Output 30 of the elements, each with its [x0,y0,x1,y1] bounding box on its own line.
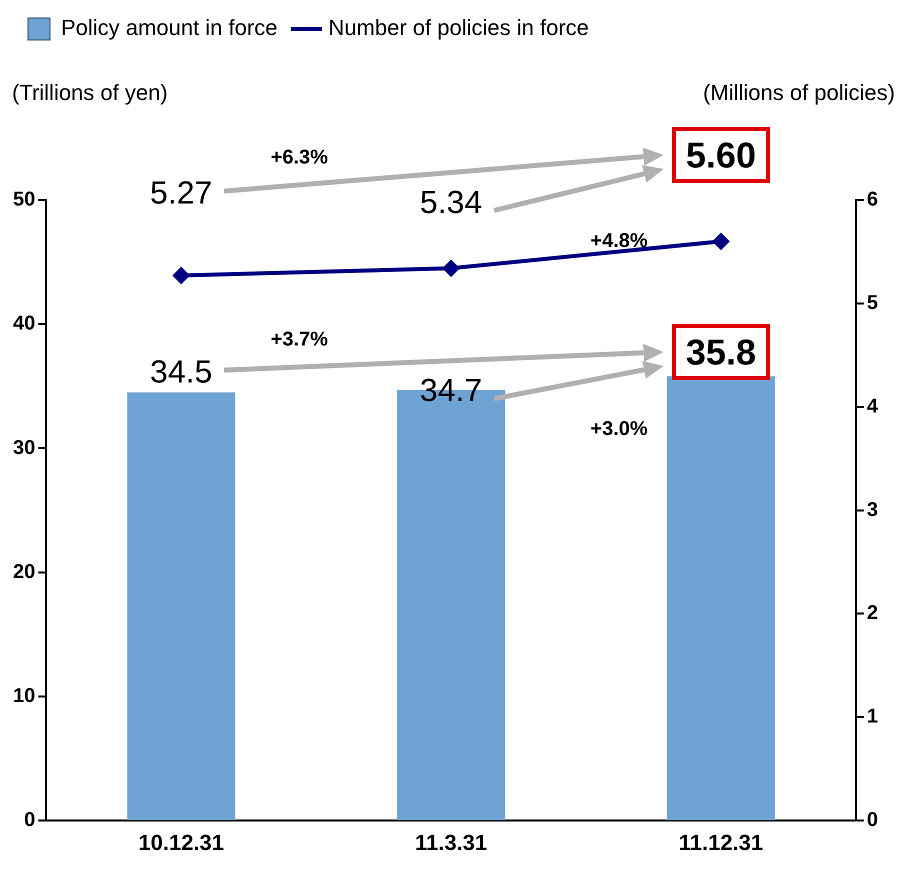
x-tick-label: 10.12.31 [138,830,224,855]
legend-label: Number of policies in force [328,15,589,40]
bar [127,392,236,820]
legend-label: Policy amount in force [61,15,278,40]
data-label: 5.60 [686,134,756,176]
y-tick-label: 20 [12,560,36,583]
data-label: 5.34 [420,184,482,220]
y2-tick-label: 6 [866,188,878,211]
data-label: 5.27 [150,174,212,211]
y2-tick-label: 4 [866,395,879,418]
y2-tick-label: 3 [866,498,878,521]
x-tick-label: 11.12.31 [678,830,764,855]
y2-tick-label: 2 [866,602,878,624]
data-label: 35.8 [686,331,756,372]
annotation: +4.8% [590,230,648,252]
y-tick-label: 0 [24,809,36,832]
annotation: +3.0% [590,418,648,440]
y-tick-label: 10 [12,684,36,707]
y2-axis-title: (Millions of policies) [703,80,895,105]
annotation: +3.7% [270,328,328,350]
y-tick-label: 50 [12,188,36,211]
y2-tick-label: 1 [866,706,878,728]
y2-tick-label: 5 [866,292,878,314]
y-tick-label: 40 [12,312,36,335]
y-tick-label: 30 [12,436,36,459]
text: +6.3% [270,146,328,168]
x-tick-label: 11.3.31 [414,830,488,855]
data-label: 34.5 [150,353,212,390]
y-axis-title: (Trillions of yen) [12,80,168,105]
y2-tick-label: 0 [866,809,878,832]
